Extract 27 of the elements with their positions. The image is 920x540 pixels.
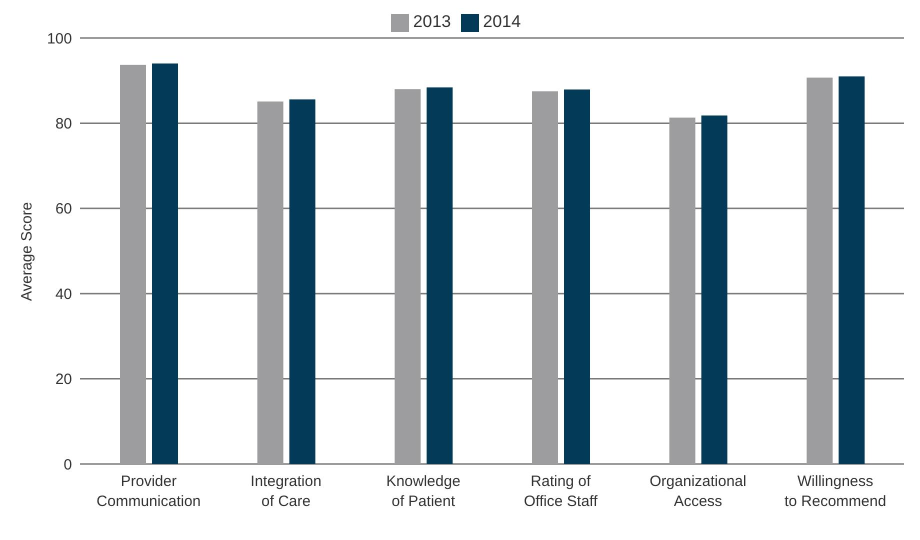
y-tick-label: 20 <box>55 371 72 388</box>
x-tick-label: Knowledge of Patient <box>386 473 460 510</box>
y-axis-title: Average Score <box>18 202 36 301</box>
x-tick-label: Willingness to Recommend <box>784 473 886 510</box>
bar <box>669 118 696 464</box>
y-tick-label: 0 <box>64 456 72 474</box>
bar <box>394 89 421 464</box>
bar <box>532 91 558 464</box>
x-tick-label: Rating of Office Staff <box>524 473 598 510</box>
y-tick-label: 40 <box>55 286 72 303</box>
legend-label: 2014 <box>483 12 521 31</box>
x-tick-label: Organizational Access <box>650 473 746 510</box>
bar <box>806 78 833 464</box>
y-tick-label: 60 <box>55 200 72 218</box>
bar <box>426 87 453 464</box>
y-tick-label: 80 <box>55 116 72 133</box>
bar <box>701 116 728 464</box>
bar <box>564 90 590 464</box>
bar <box>120 64 146 464</box>
bar <box>838 76 865 464</box>
legend-label: 2013 <box>413 12 451 31</box>
x-tick-label: Integration of Care <box>250 473 322 510</box>
x-tick-label: Provider Communication <box>96 473 201 510</box>
bar <box>152 64 178 464</box>
y-tick-label: 100 <box>46 30 72 48</box>
bar <box>257 101 284 464</box>
bar <box>289 99 316 464</box>
